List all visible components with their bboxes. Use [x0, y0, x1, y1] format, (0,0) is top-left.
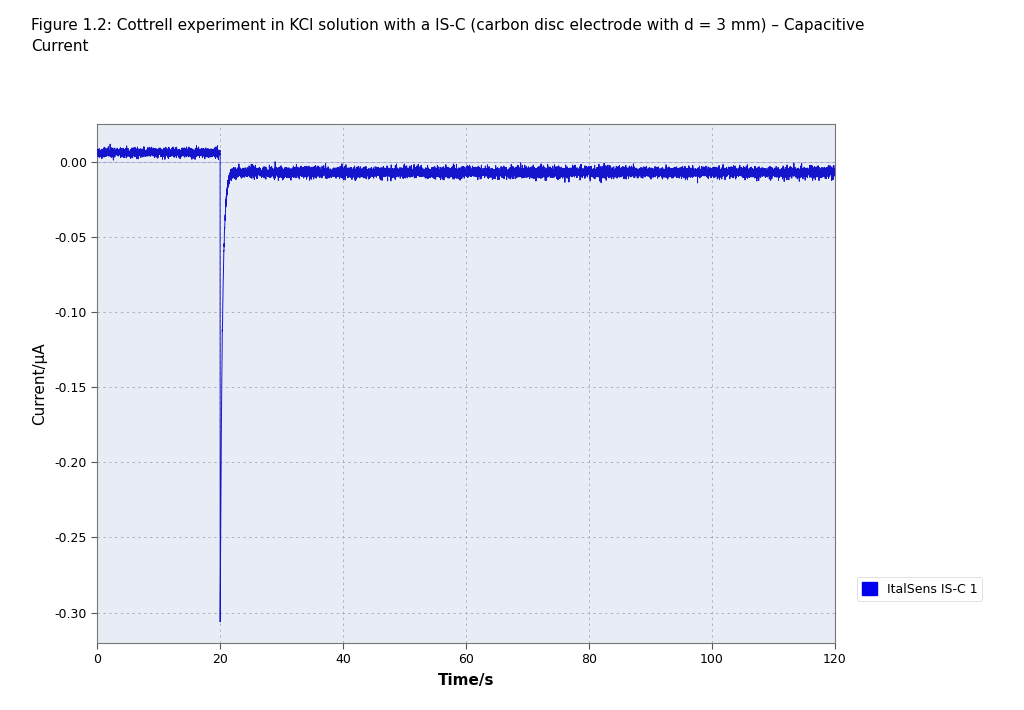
Y-axis label: Current/µA: Current/µA [33, 342, 47, 425]
Legend: ItalSens IS-C 1: ItalSens IS-C 1 [857, 577, 982, 601]
X-axis label: Time/s: Time/s [437, 673, 495, 688]
Text: Current: Current [31, 39, 88, 54]
Text: Figure 1.2: Cottrell experiment in KCl solution with a IS-C (carbon disc electro: Figure 1.2: Cottrell experiment in KCl s… [31, 18, 864, 33]
